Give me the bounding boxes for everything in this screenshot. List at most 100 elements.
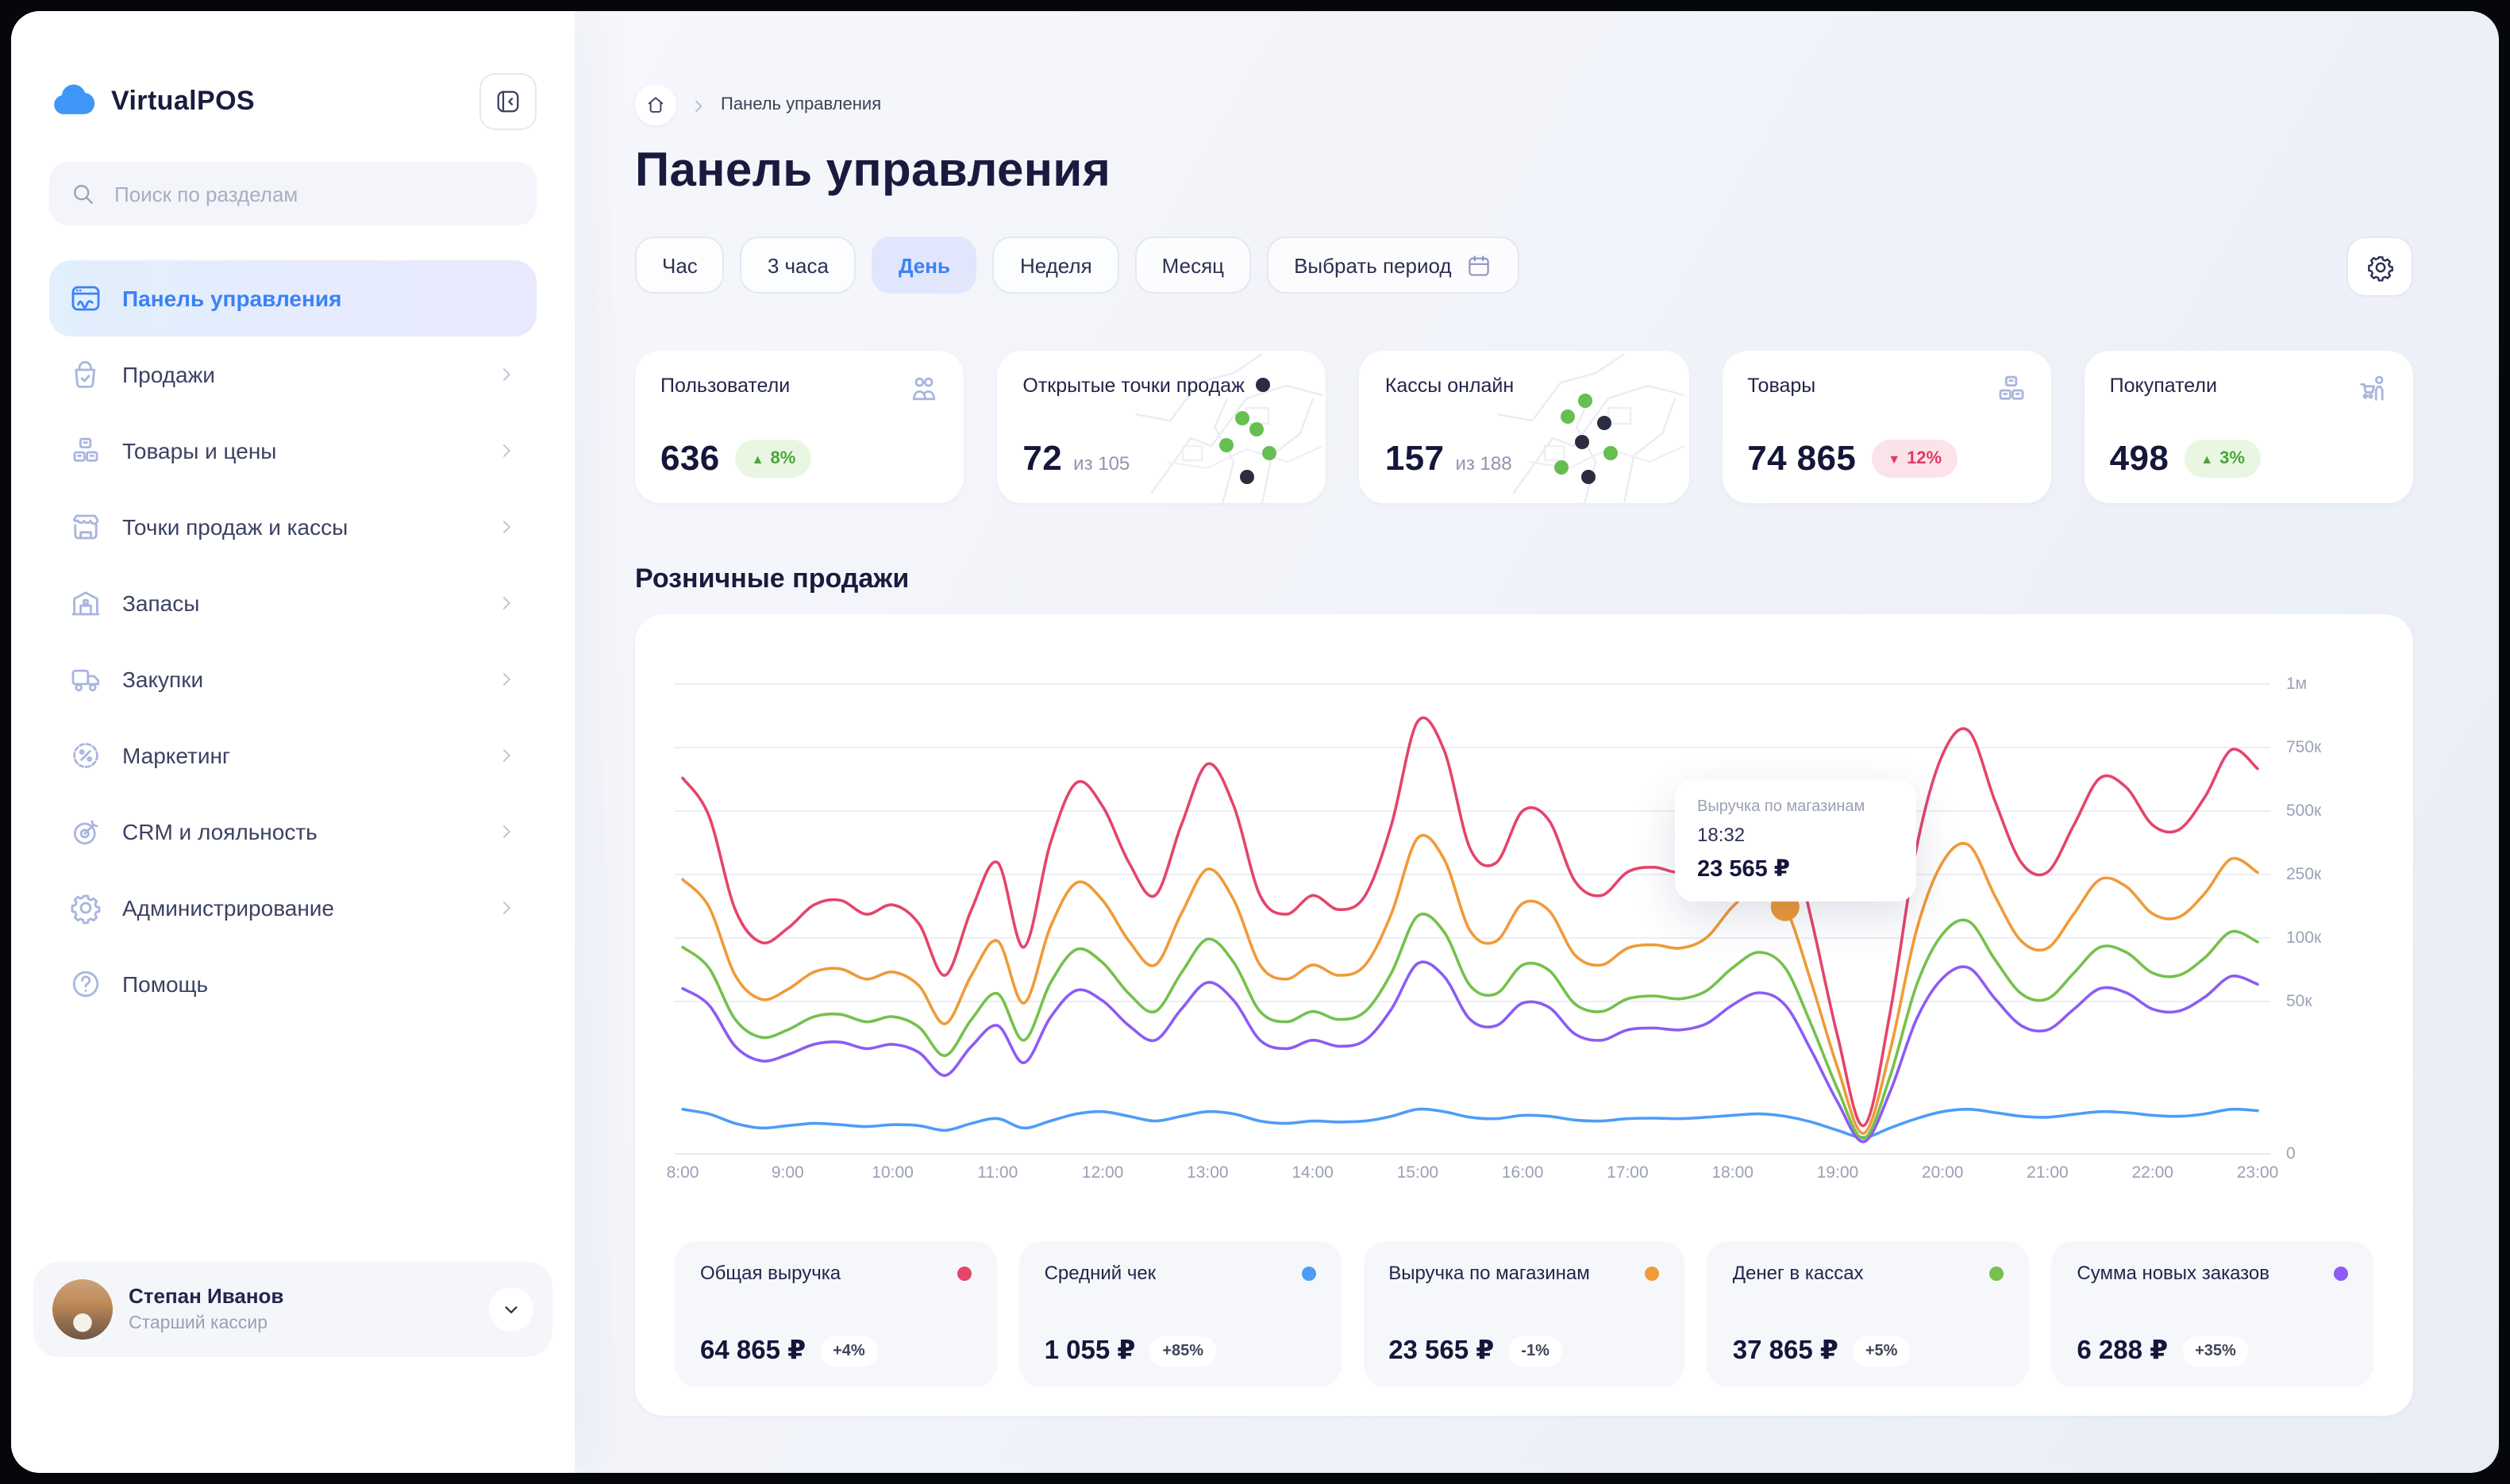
stat-card-Открытые точки продаж[interactable]: Открытые точки продаж 72 из 105: [997, 351, 1326, 503]
legend-card-Выручка по магазинам[interactable]: Выручка по магазинам 23 565 ₽ -1%: [1363, 1241, 1685, 1387]
y-axis-label: 100к: [2286, 928, 2322, 948]
section-title: Розничные продажи: [635, 563, 910, 594]
triangle-up-icon: ▲: [2200, 452, 2214, 466]
stat-value: 72: [1022, 438, 1063, 478]
stat-card-Покупатели[interactable]: Покупатели 498 ▲ 3%: [2084, 351, 2414, 503]
stat-value-row: 498 ▲ 3%: [2110, 438, 2261, 479]
triangle-down-icon: ▼: [1888, 452, 1901, 466]
admin-icon: [68, 890, 103, 925]
x-axis-label: 19:00: [1816, 1163, 1859, 1182]
sidebar-item-dashboard[interactable]: Панель управления: [49, 260, 537, 336]
stat-label: Кассы онлайн: [1384, 375, 1515, 397]
filter-Неделя[interactable]: Неделя: [992, 236, 1119, 294]
stat-card-Товары[interactable]: Товары 74 865 ▼ 12%: [1722, 351, 2051, 503]
legend-value-row: 6 288 ₽ +35%: [2077, 1335, 2249, 1367]
legend-card-top: Денег в кассах: [1733, 1262, 2004, 1284]
stat-value-row: 72 из 105: [1022, 438, 1130, 479]
goods-icon: [1994, 371, 2029, 406]
legend-delta-badge: +85%: [1149, 1336, 1217, 1366]
y-axis-label: 50к: [2286, 992, 2312, 1011]
legend-card-Средний чек[interactable]: Средний чек 1 055 ₽ +85%: [1018, 1241, 1342, 1387]
logo-row: VirtualPOS: [49, 71, 537, 132]
chevron-right-icon: [495, 897, 518, 919]
map-dot-offline-icon: [1574, 434, 1588, 449]
map-dot-online-icon: [1219, 437, 1234, 452]
map-dot-offline-icon: [1581, 469, 1596, 484]
sidebar: VirtualPOS Панель управления Продажи Товар…: [11, 11, 575, 1473]
chart-plot[interactable]: [635, 614, 2405, 1416]
x-axis-label: 20:00: [1921, 1163, 1964, 1182]
legend-delta-badge: +5%: [1852, 1336, 1911, 1366]
filter-3 часа[interactable]: 3 часа: [740, 236, 856, 294]
filter-День[interactable]: День: [871, 236, 977, 294]
search-input[interactable]: [111, 180, 516, 207]
sidebar-item-stock[interactable]: Запасы: [49, 565, 537, 641]
chart-legend: Общая выручка 64 865 ₽ +4% Средний чек 1 055…: [675, 1241, 2373, 1387]
stat-label: Товары: [1747, 375, 1816, 397]
sidebar-collapse-button[interactable]: [479, 73, 537, 130]
chevron-down-icon: [505, 1306, 518, 1313]
stat-label: Покупатели: [2109, 375, 2217, 397]
home-icon: [648, 97, 664, 113]
stock-icon: [68, 586, 103, 621]
sidebar-item-label: Продажи: [122, 362, 215, 387]
legend-delta-badge: +35%: [2182, 1336, 2249, 1366]
help-icon: [68, 967, 103, 1002]
user-menu-button[interactable]: [489, 1287, 533, 1332]
trend-up-badge: ▲ 8%: [735, 440, 812, 478]
legend-label: Денег в кассах: [1732, 1262, 1864, 1284]
goods-icon: [68, 433, 103, 468]
map-background: [1497, 351, 1688, 503]
filter-Час[interactable]: Час: [635, 236, 725, 294]
legend-card-top: Общая выручка: [700, 1262, 972, 1284]
sidebar-item-purchase[interactable]: Закупки: [49, 641, 537, 717]
search-icon: [74, 184, 93, 203]
sidebar-item-sales[interactable]: Продажи: [49, 336, 537, 413]
sidebar-item-label: Панель управления: [122, 286, 342, 311]
breadcrumb-home-button[interactable]: [635, 84, 676, 125]
calendar-icon: [1466, 252, 1493, 279]
dashboard-settings-button[interactable]: [2346, 236, 2413, 297]
map-dot-online-icon: [1261, 446, 1276, 461]
map-dot-online-icon: [1249, 422, 1265, 437]
sidebar-item-admin[interactable]: Администрирование: [49, 870, 537, 946]
map-dot-offline-icon: [1596, 416, 1611, 431]
legend-delta-badge: -1%: [1508, 1336, 1562, 1366]
chart-tooltip: Выручка по магазинам 18:32 23 565 ₽: [1675, 779, 1916, 902]
legend-value: 64 865 ₽: [700, 1336, 807, 1365]
sidebar-search[interactable]: [49, 162, 537, 225]
sidebar-item-help[interactable]: Помощь: [49, 946, 537, 1022]
breadcrumb-separator-icon: [689, 95, 708, 114]
sidebar-item-goods[interactable]: Товары и цены: [49, 413, 537, 489]
retail-sales-chart[interactable]: 1м 750к 500к 250к 100к 50к 0 8:00 9:00 10:00 11:0…: [635, 614, 2413, 1416]
sidebar-item-pos[interactable]: Точки продаж и кассы: [49, 489, 537, 565]
legend-card-Денег в кассах[interactable]: Денег в кассах 37 865 ₽ +5%: [1707, 1241, 2030, 1387]
stat-card-Пользователи[interactable]: Пользователи 636 ▲ 8%: [635, 351, 964, 503]
legend-label: Сумма новых заказов: [2077, 1262, 2270, 1284]
y-axis-label: 250к: [2286, 865, 2322, 884]
user-card[interactable]: Степан Иванов Старший кассир: [33, 1262, 552, 1357]
x-axis-label: 23:00: [2236, 1163, 2279, 1182]
filter-Месяц[interactable]: Месяц: [1134, 236, 1252, 294]
pos-icon: [68, 509, 103, 544]
legend-card-Сумма новых заказов[interactable]: Сумма новых заказов 6 288 ₽ +35%: [2051, 1241, 2373, 1387]
map-dot-online-icon: [1554, 460, 1569, 475]
dashboard-icon: [68, 281, 103, 316]
x-axis-label: 17:00: [1607, 1163, 1649, 1182]
legend-card-Общая выручка[interactable]: Общая выручка 64 865 ₽ +4%: [675, 1241, 997, 1387]
map-dot-online-icon: [1603, 445, 1618, 460]
chevron-right-icon: [495, 516, 518, 538]
y-axis-label: 750к: [2286, 738, 2322, 757]
legend-delta-badge: +4%: [820, 1336, 878, 1366]
x-axis-label: 8:00: [666, 1163, 699, 1182]
x-axis-label: 18:00: [1711, 1163, 1754, 1182]
filter-period-picker[interactable]: Выбрать период: [1267, 236, 1520, 294]
legend-color-dot-icon: [2333, 1266, 2348, 1280]
stat-card-Кассы онлайн[interactable]: Кассы онлайн 157 из 188: [1359, 351, 1689, 503]
period-filter-row: Час 3 часа День Неделя Месяц Выбрать период: [635, 236, 2413, 297]
x-axis-label: 9:00: [771, 1163, 804, 1182]
chevron-right-icon: [495, 668, 518, 690]
badge-text: 12%: [1907, 449, 1942, 468]
sidebar-item-marketing[interactable]: Маркетинг: [49, 717, 537, 794]
sidebar-item-crm[interactable]: CRM и лояльность: [49, 794, 537, 870]
